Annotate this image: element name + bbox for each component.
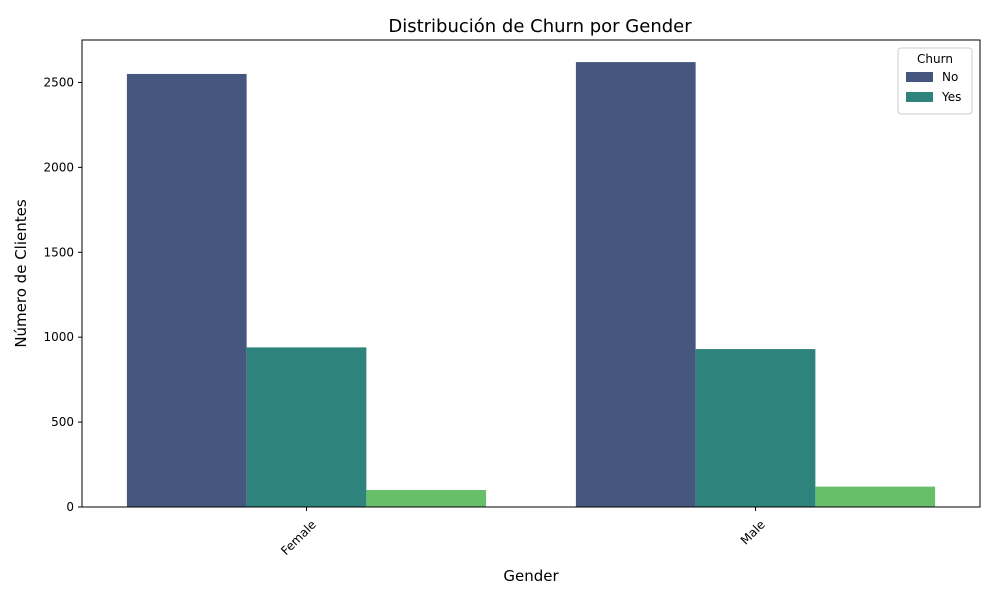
bar-male-series-3 (815, 486, 936, 507)
bar-female-series-2 (246, 347, 367, 507)
legend-label-yes: Yes (941, 90, 961, 104)
legend-title: Churn (917, 52, 953, 66)
plot-frame (81, 39, 981, 508)
x-axis: Female Male (278, 507, 768, 558)
y-tick-label: 2500 (43, 75, 74, 89)
y-tick-label: 1000 (43, 330, 74, 344)
bar-male-series-2 (695, 349, 816, 507)
legend-label-no: No (942, 70, 958, 84)
x-tick-label-female: Female (278, 517, 319, 558)
bar-male-series-1 (575, 62, 696, 508)
y-tick-label: 500 (51, 415, 74, 429)
y-tick-label: 2000 (43, 160, 74, 174)
legend: Churn No Yes (897, 47, 973, 115)
y-tick-label: 1500 (43, 245, 74, 259)
legend-swatch-no (906, 72, 933, 82)
x-axis-label: Gender (503, 567, 559, 585)
y-axis-label: Número de Clientes (12, 199, 30, 348)
y-axis: 0 500 1000 1500 2000 2500 (43, 75, 82, 514)
x-tick-label-male: Male (738, 517, 768, 547)
bar-female-series-1 (126, 73, 247, 508)
y-tick-label: 0 (66, 500, 74, 514)
bars-layer (126, 62, 936, 508)
legend-entries: No Yes (906, 70, 961, 104)
legend-swatch-yes (906, 92, 933, 102)
chart-title: Distribución de Churn por Gender (388, 16, 692, 37)
bar-female-series-3 (366, 490, 487, 507)
